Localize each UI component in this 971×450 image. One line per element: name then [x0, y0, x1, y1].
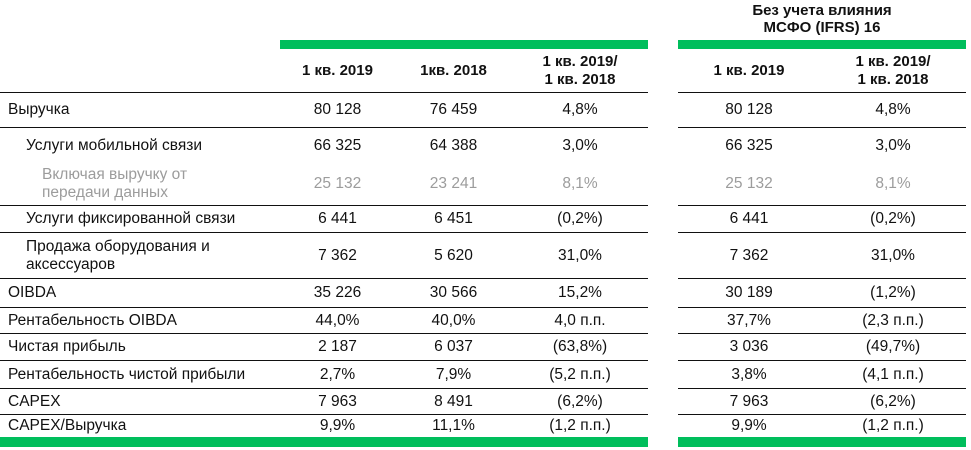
right-table-value-cell: 3,0% [820, 127, 966, 163]
ifrs16-exclusion-group-title: Без учета влияния МСФО (IFRS) 16 [752, 2, 892, 36]
left-table-value-cell: 30 566 [395, 278, 512, 307]
left-table-value-cell: 64 388 [395, 127, 512, 163]
right-table-value-cell: (1,2 п.п.) [820, 414, 966, 437]
right-table-value-cell: (2,3 п.п.) [820, 307, 966, 333]
left-table-bottom-accent-bar [0, 437, 648, 447]
left-table-value-cell: 23 241 [429, 175, 478, 192]
row-label: Выручка [0, 92, 280, 127]
left-table-top-accent-bar [280, 40, 648, 49]
left-column-header-q1-2019-vs-2018: 1 кв. 2019/ 1 кв. 2018 [542, 52, 618, 88]
left-table-value-cell: 40,0% [395, 307, 512, 333]
left-table-value-cell: 6 441 [280, 205, 395, 232]
row-label: CAPEX [0, 388, 280, 414]
right-table-value-cell: 37,7% [678, 307, 820, 333]
row-label: OIBDA [0, 278, 280, 307]
right-table-bottom-accent-bar [678, 437, 966, 447]
left-table-value-cell: 35 226 [280, 278, 395, 307]
left-table-value-cell: 6 037 [395, 333, 512, 360]
right-table-top-accent-bar [678, 40, 966, 49]
right-table-value-cell: 80 128 [678, 92, 820, 127]
left-table-value-cell: 25 132 [313, 175, 362, 192]
left-table-value-cell: 7,9% [395, 360, 512, 388]
left-table-value-cell: 15,2% [512, 278, 648, 307]
row-label: Услуги фиксированной связи [0, 205, 280, 232]
right-table-value-cell: 6 441 [678, 205, 820, 232]
left-table-value-cell: 31,0% [512, 232, 648, 278]
left-table-value-cell: (6,2%) [512, 388, 648, 414]
left-table-value-cell: 7 963 [280, 388, 395, 414]
left-column-header-q1-2018: 1кв. 2018 [420, 61, 487, 79]
right-column-header-q1-2019: 1 кв. 2019 [713, 61, 785, 79]
left-table-value-cell: 44,0% [280, 307, 395, 333]
right-table-value-cell: 25 132 [725, 175, 773, 192]
left-table-value-cell: 76 459 [395, 92, 512, 127]
left-table-value-cell: 66 325 [280, 127, 395, 163]
right-table-value-cell: 31,0% [820, 232, 966, 278]
left-table-value-cell: (5,2 п.п.) [512, 360, 648, 388]
left-table-value-cell: 6 451 [395, 205, 512, 232]
right-table-value-cell: (6,2%) [820, 388, 966, 414]
left-table-value-cell: 4,8% [512, 92, 648, 127]
right-table-value-cell: 9,9% [678, 414, 820, 437]
right-table-value-cell: (0,2%) [820, 205, 966, 232]
left-table-value-cell: 9,9% [280, 414, 395, 437]
left-table-value-cell: (63,8%) [512, 333, 648, 360]
row-label: Услуги мобильной связи [0, 127, 280, 163]
left-table-value-cell: (1,2 п.п.) [512, 414, 648, 437]
left-table-value-cell: 8 491 [395, 388, 512, 414]
left-table-value-cell: 2,7% [280, 360, 395, 388]
right-table-value-cell: 3 036 [678, 333, 820, 360]
left-table-value-cell: 4,0 п.п. [512, 307, 648, 333]
left-table-value-cell: 80 128 [280, 92, 395, 127]
row-label: Продажа оборудования и аксессуаров [0, 232, 280, 278]
right-table-value-cell: 4,8% [820, 92, 966, 127]
left-table-value-cell: 7 362 [280, 232, 395, 278]
left-table-value-cell: 11,1% [395, 414, 512, 437]
left-table-value-cell: 2 187 [280, 333, 395, 360]
right-table-value-cell: (4,1 п.п.) [820, 360, 966, 388]
right-table-value-cell: 30 189 [678, 278, 820, 307]
right-table-value-cell: (1,2%) [820, 278, 966, 307]
row-label: Рентабельность OIBDA [0, 307, 280, 333]
right-table-value-cell: 66 325 [678, 127, 820, 163]
row-label: Включая выручку от передачи данных [42, 166, 188, 201]
row-label: Рентабельность чистой прибыли [0, 360, 280, 388]
right-column-header-q1-2019-vs-2018: 1 кв. 2019/ 1 кв. 2018 [855, 52, 931, 88]
row-label: Чистая прибыль [0, 333, 280, 360]
left-table-value-cell: 3,0% [512, 127, 648, 163]
left-table-value-cell: (0,2%) [512, 205, 648, 232]
right-table-value-cell: 8,1% [875, 175, 911, 192]
left-column-header-q1-2019: 1 кв. 2019 [302, 61, 373, 79]
left-table-value-cell: 5 620 [395, 232, 512, 278]
left-table-value-cell: 8,1% [562, 175, 598, 192]
row-label: CAPEX/Выручка [0, 414, 280, 437]
right-table-value-cell: 7 963 [678, 388, 820, 414]
right-table-value-cell: (49,7%) [820, 333, 966, 360]
right-table-value-cell: 3,8% [678, 360, 820, 388]
right-table-value-cell: 7 362 [678, 232, 820, 278]
